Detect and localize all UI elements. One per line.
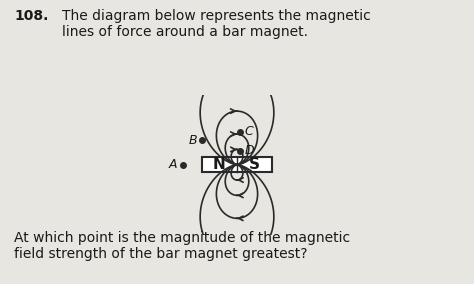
Text: S: S xyxy=(249,157,260,172)
FancyBboxPatch shape xyxy=(202,157,272,172)
Text: The diagram below represents the magnetic
lines of force around a bar magnet.: The diagram below represents the magneti… xyxy=(62,9,370,39)
Text: D: D xyxy=(245,144,254,157)
Text: 108.: 108. xyxy=(14,9,49,22)
Text: A: A xyxy=(169,158,178,171)
Text: At which point is the magnitude of the magnetic
field strength of the bar magnet: At which point is the magnitude of the m… xyxy=(14,231,350,261)
Text: N: N xyxy=(213,157,226,172)
Text: C: C xyxy=(245,125,254,138)
Text: B: B xyxy=(188,134,197,147)
